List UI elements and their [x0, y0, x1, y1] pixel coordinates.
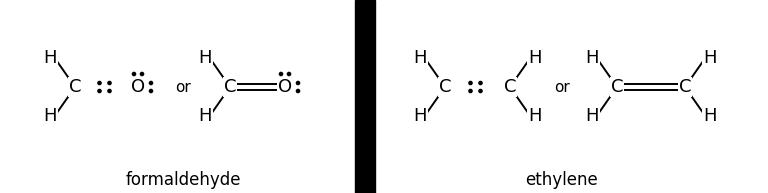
Circle shape — [141, 72, 144, 76]
Text: C: C — [439, 78, 452, 96]
Text: C: C — [611, 78, 624, 96]
Text: H: H — [528, 107, 541, 125]
Text: H: H — [199, 49, 212, 67]
Text: H: H — [44, 107, 57, 125]
Text: or: or — [554, 80, 570, 95]
Circle shape — [296, 89, 300, 93]
Circle shape — [108, 89, 111, 93]
Text: O: O — [131, 78, 145, 96]
Text: H: H — [703, 49, 717, 67]
Circle shape — [280, 72, 283, 76]
Text: formaldehyde: formaldehyde — [125, 171, 240, 189]
Text: H: H — [199, 107, 212, 125]
Text: H: H — [586, 107, 599, 125]
Text: C: C — [69, 78, 81, 96]
Text: C: C — [223, 78, 237, 96]
Circle shape — [98, 89, 101, 93]
Circle shape — [469, 81, 472, 85]
Text: H: H — [528, 49, 541, 67]
Circle shape — [469, 89, 472, 93]
Circle shape — [150, 89, 153, 93]
Circle shape — [479, 89, 482, 93]
Circle shape — [98, 81, 101, 85]
Circle shape — [108, 81, 111, 85]
Circle shape — [150, 81, 153, 85]
Circle shape — [296, 81, 300, 85]
Text: H: H — [414, 49, 427, 67]
Text: or: or — [175, 80, 191, 95]
Text: C: C — [679, 78, 691, 96]
Text: H: H — [586, 49, 599, 67]
Text: H: H — [703, 107, 717, 125]
Bar — [355, 0, 375, 193]
Circle shape — [132, 72, 136, 76]
Text: H: H — [44, 49, 57, 67]
Text: C: C — [504, 78, 516, 96]
Text: H: H — [414, 107, 427, 125]
Text: O: O — [278, 78, 292, 96]
Circle shape — [479, 81, 482, 85]
Circle shape — [287, 72, 290, 76]
Text: ethylene: ethylene — [525, 171, 598, 189]
